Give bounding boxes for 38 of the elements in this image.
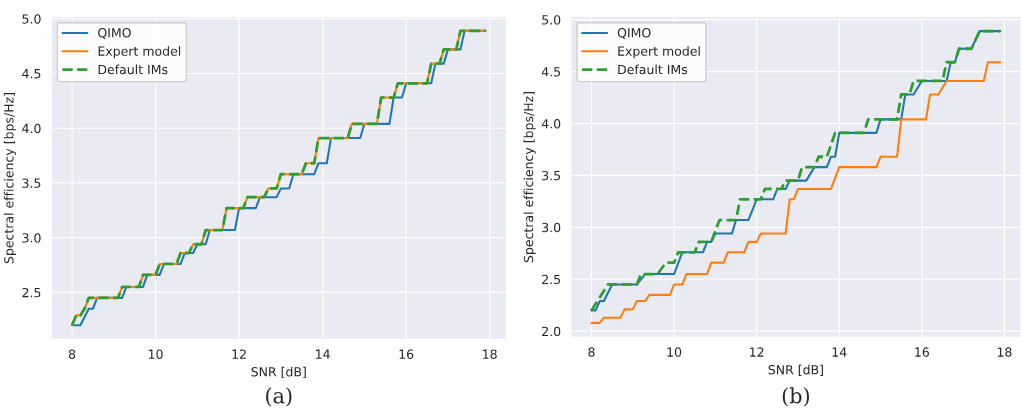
x-tick-label: 14 xyxy=(316,349,330,359)
y-tick-label: 4.0 xyxy=(22,123,41,134)
legend-label: Expert model xyxy=(98,46,181,59)
y-tick-label: 3.5 xyxy=(542,170,561,181)
text: (b) xyxy=(782,387,810,407)
y-tick-label: 3.5 xyxy=(22,178,41,188)
y-tick-label: 5.0 xyxy=(22,14,41,24)
x-tick-label: 12 xyxy=(750,347,764,357)
y-axis-title: Spectral efficiency [bps/Hz] xyxy=(3,93,16,264)
y-tick-label: 3.0 xyxy=(22,233,41,243)
legend-label: Expert model xyxy=(618,46,700,59)
y-tick-label: 2.5 xyxy=(22,287,41,298)
x-tick-label: 8 xyxy=(68,349,76,359)
x-tick-label: 10 xyxy=(667,347,682,357)
x-tick-label: 14 xyxy=(832,347,847,357)
text: (a) xyxy=(266,387,292,407)
y-tick-label: 4.0 xyxy=(541,118,561,129)
x-tick-label: 12 xyxy=(232,349,246,359)
x-axis-title: SNR [dB] xyxy=(251,366,306,378)
legend-label: Default IMs xyxy=(618,64,688,75)
y-axis-title: Spectral efficiency [bps/Hz] xyxy=(523,92,536,263)
legend-label: QIMO xyxy=(98,28,131,39)
y-tick-label: 2.0 xyxy=(542,326,561,337)
x-tick-label: 8 xyxy=(588,347,595,357)
legend-label: Default IMs xyxy=(98,64,168,75)
x-tick-label: 16 xyxy=(915,347,930,357)
x-tick-label: 18 xyxy=(483,349,497,359)
x-axis-title: SNR [dB] xyxy=(768,364,823,376)
x-tick-label: 10 xyxy=(148,349,163,359)
y-tick-label: 4.5 xyxy=(541,67,561,77)
y-tick-label: 5.0 xyxy=(542,15,561,25)
legend-label: QIMO xyxy=(617,28,651,39)
y-tick-label: 3.0 xyxy=(542,222,561,233)
x-tick-label: 16 xyxy=(399,349,414,359)
x-tick-label: 18 xyxy=(997,347,1012,357)
y-tick-label: 4.5 xyxy=(22,69,41,79)
line-series xyxy=(70,29,487,327)
y-tick-label: 2.5 xyxy=(542,274,561,285)
